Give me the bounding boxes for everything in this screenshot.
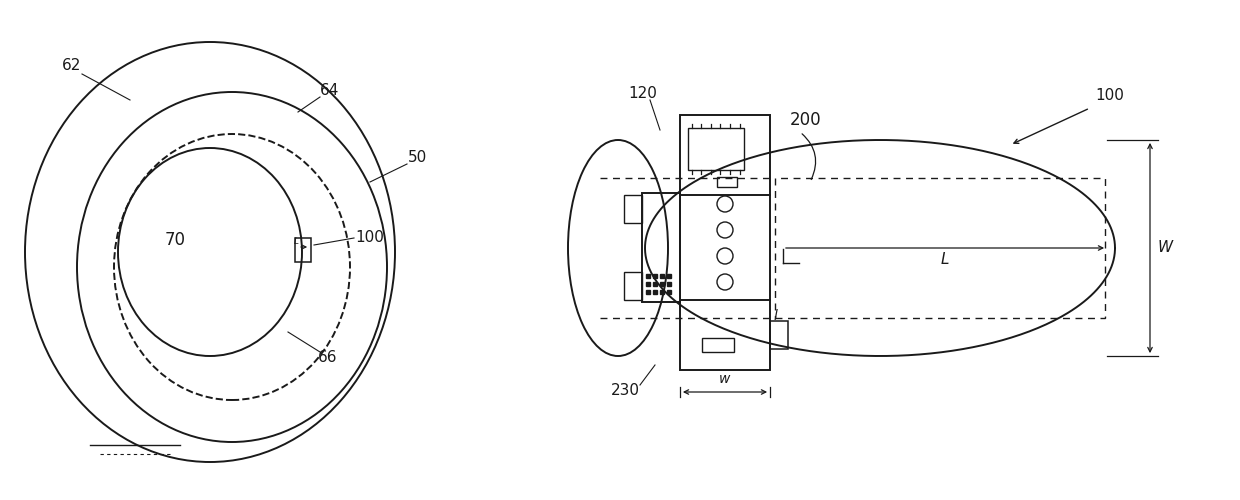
Text: 200: 200 [790, 111, 822, 129]
Bar [688, 128, 744, 170]
Bar [642, 193, 680, 302]
Text: l: l [774, 309, 777, 323]
Text: 66: 66 [317, 350, 337, 365]
Text: w: w [719, 372, 730, 386]
Text: 50: 50 [408, 150, 428, 165]
Bar [702, 338, 734, 352]
Text: 62: 62 [62, 58, 82, 73]
Text: 120: 120 [627, 86, 657, 101]
Text: W: W [1158, 240, 1173, 256]
Bar [624, 272, 642, 300]
Bar [717, 177, 737, 187]
Bar [295, 238, 311, 262]
Bar [775, 178, 1105, 318]
Text: 100: 100 [355, 230, 384, 245]
Text: 64: 64 [320, 83, 340, 98]
Bar [770, 321, 787, 349]
Text: L: L [941, 252, 950, 267]
Bar [680, 115, 770, 370]
Bar [624, 195, 642, 223]
Text: 230: 230 [611, 383, 640, 398]
Text: 70: 70 [165, 231, 186, 249]
Text: 100: 100 [1095, 88, 1123, 103]
Text: L: L [294, 237, 299, 246]
